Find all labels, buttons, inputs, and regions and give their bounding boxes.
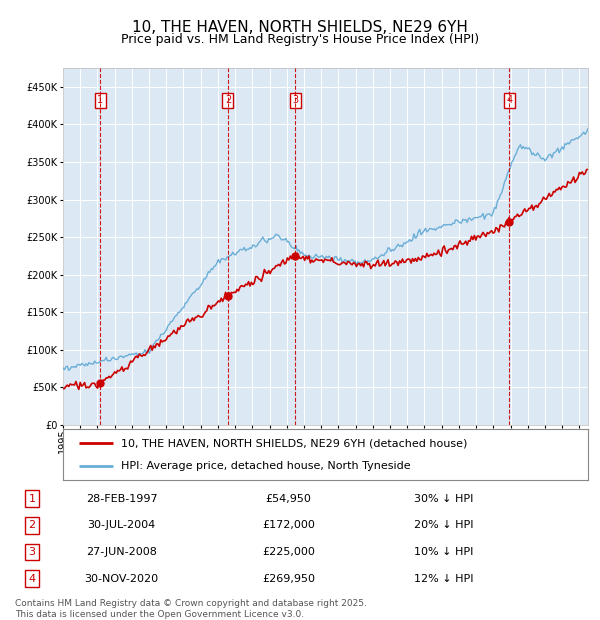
Text: £269,950: £269,950 [262,574,315,583]
Text: 12% ↓ HPI: 12% ↓ HPI [414,574,474,583]
Text: 10% ↓ HPI: 10% ↓ HPI [415,547,473,557]
Text: 10, THE HAVEN, NORTH SHIELDS, NE29 6YH (detached house): 10, THE HAVEN, NORTH SHIELDS, NE29 6YH (… [121,438,467,448]
Text: 1: 1 [29,494,35,503]
Text: 30-JUL-2004: 30-JUL-2004 [88,520,155,530]
Text: 28-FEB-1997: 28-FEB-1997 [86,494,157,503]
Text: 27-JUN-2008: 27-JUN-2008 [86,547,157,557]
Text: 10, THE HAVEN, NORTH SHIELDS, NE29 6YH: 10, THE HAVEN, NORTH SHIELDS, NE29 6YH [132,20,468,35]
Text: Contains HM Land Registry data © Crown copyright and database right 2025.
This d: Contains HM Land Registry data © Crown c… [15,600,367,619]
Text: 2: 2 [29,520,36,530]
Text: £172,000: £172,000 [262,520,315,530]
Text: 20% ↓ HPI: 20% ↓ HPI [414,520,474,530]
Text: 3: 3 [29,547,35,557]
Text: Price paid vs. HM Land Registry's House Price Index (HPI): Price paid vs. HM Land Registry's House … [121,33,479,46]
Text: 30-NOV-2020: 30-NOV-2020 [85,574,158,583]
Text: £225,000: £225,000 [262,547,315,557]
Text: 4: 4 [29,574,36,583]
Text: 30% ↓ HPI: 30% ↓ HPI [415,494,473,503]
Text: 2: 2 [225,95,231,105]
Text: 3: 3 [292,95,298,105]
Text: HPI: Average price, detached house, North Tyneside: HPI: Average price, detached house, Nort… [121,461,410,471]
Text: 4: 4 [506,95,512,105]
Text: £54,950: £54,950 [266,494,311,503]
Text: 1: 1 [97,95,103,105]
